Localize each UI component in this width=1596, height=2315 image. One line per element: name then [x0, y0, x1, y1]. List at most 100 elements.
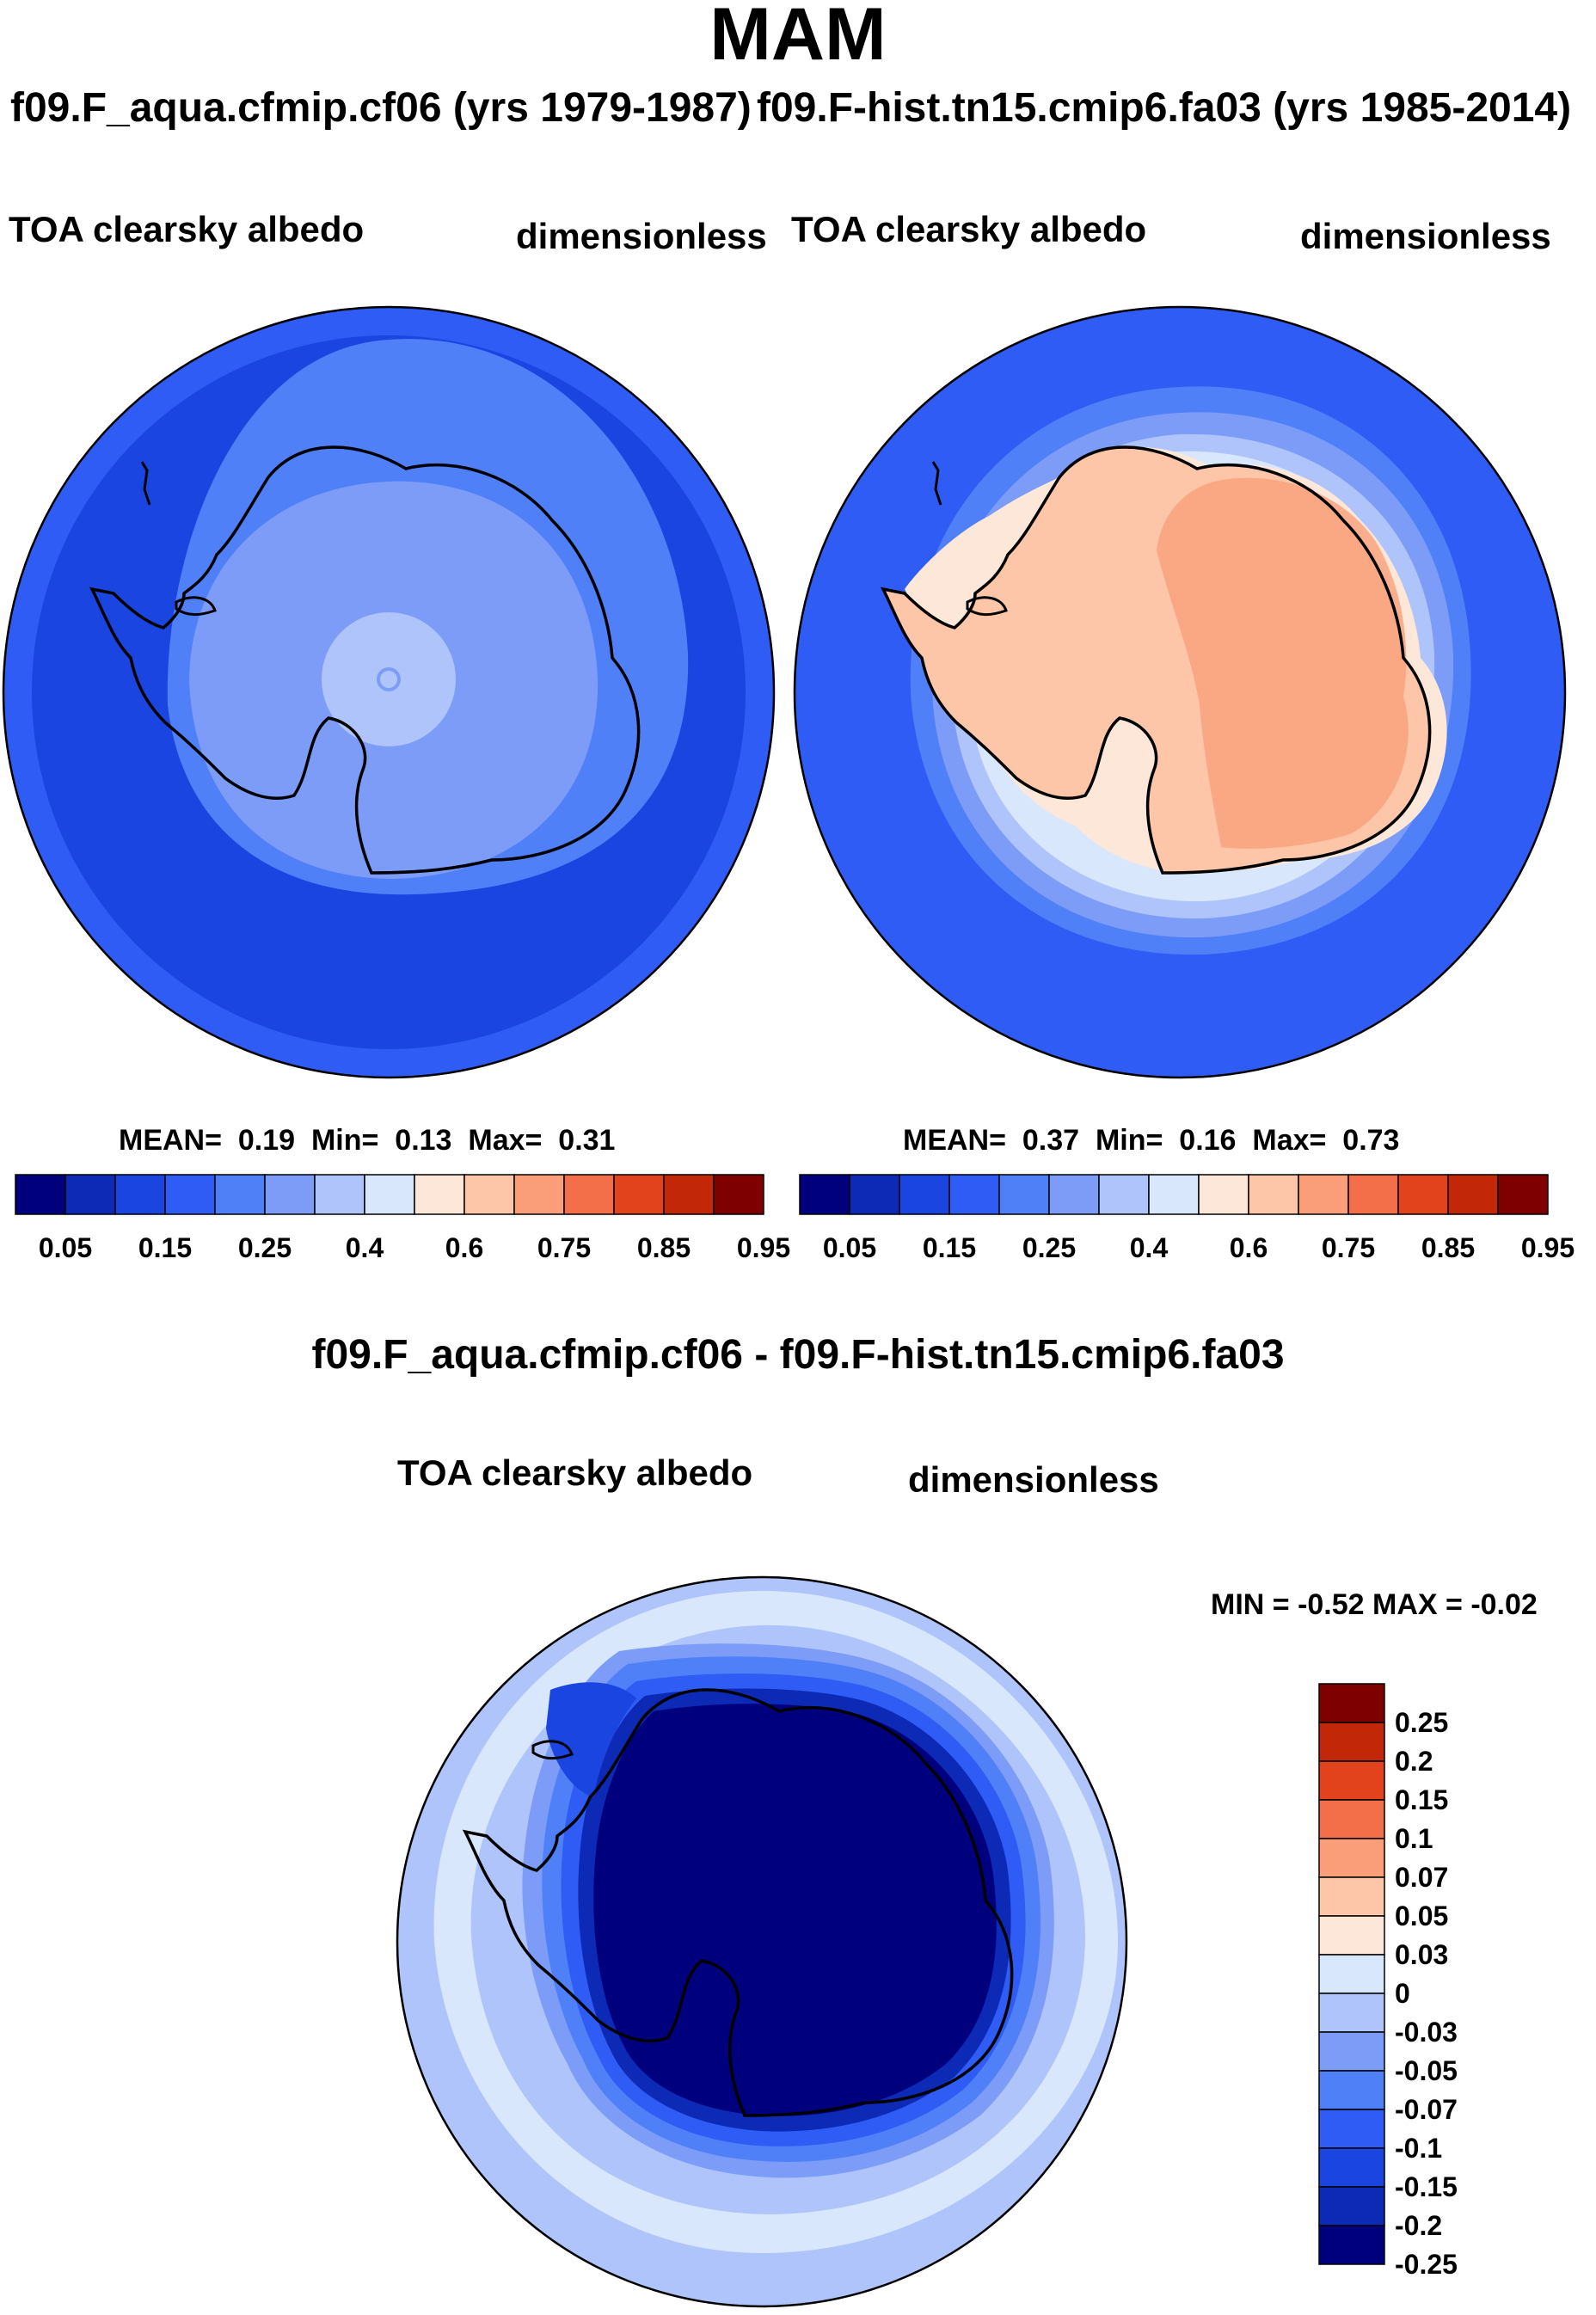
difference-colorbar-box	[1318, 1954, 1385, 1994]
left-colorbar-box	[214, 1174, 266, 1215]
difference-colorbar-box	[1318, 2109, 1385, 2149]
left-colorbar-box	[364, 1174, 415, 1215]
right-colorbar-tick-label: 0.6	[1230, 1232, 1268, 1263]
difference-colorbar-box	[1318, 2031, 1385, 2072]
difference-colorbar-tick-label: 0.15	[1395, 1784, 1448, 1815]
difference-colorbar-tick-label: 0.1	[1395, 1823, 1433, 1854]
left-mean-value: 0.19	[237, 1124, 296, 1157]
left-colorbar-box	[64, 1174, 116, 1215]
left-colorbar-box	[15, 1174, 66, 1215]
difference-panel-title: f09.F_aqua.cfmip.cf06 - f09.F-hist.tn15.…	[311, 1332, 1285, 1378]
right-variable-label: TOA clearsky albedo	[791, 209, 1147, 249]
difference-colorbar-tick-label: -0.2	[1395, 2210, 1442, 2241]
difference-colorbar-tick-label: -0.03	[1395, 2017, 1458, 2048]
figure-title: MAM	[709, 0, 887, 76]
difference-colorbar-box	[1318, 2147, 1385, 2188]
right-mean-value: 0.37	[1022, 1124, 1080, 1157]
right-colorbar-tick-label: 0.4	[1130, 1232, 1169, 1263]
right-colorbar-box	[1397, 1174, 1449, 1215]
left-min-value: 0.13	[395, 1124, 452, 1157]
left-colorbar-tick-label: 0.95	[737, 1232, 790, 1263]
difference-colorbar: 0.25 0.2 0.15 0.1 0.07 0.05 0.03 0 -0.03 -0.05 -0.…	[1318, 1683, 1458, 2280]
difference-units-label: dimensionless	[908, 1459, 1159, 1500]
difference-min-max: MIN = -0.52 MAX = -0.02	[1211, 1588, 1538, 1621]
left-colorbar-box	[663, 1174, 715, 1215]
left-colorbar-tick-label: 0.75	[537, 1232, 591, 1263]
difference-colorbar-tick-label: 0	[1395, 1978, 1410, 2009]
right-colorbar-tick-label: 0.05	[823, 1232, 876, 1263]
difference-variable-label: TOA clearsky albedo	[397, 1452, 753, 1493]
difference-colorbar-tick-label: -0.25	[1395, 2249, 1458, 2280]
right-colorbar-box	[1298, 1174, 1349, 1215]
difference-colorbar-box	[1318, 1838, 1385, 1878]
left-max-value: 0.31	[558, 1124, 616, 1157]
difference-colorbar-tick-label: -0.07	[1395, 2094, 1458, 2125]
right-units-label: dimensionless	[1300, 216, 1551, 256]
left-colorbar-box	[164, 1174, 216, 1215]
difference-colorbar-tick-label: 0.07	[1395, 1862, 1448, 1893]
difference-polar-map	[396, 1575, 1128, 2308]
difference-colorbar-tick-label: -0.1	[1395, 2133, 1442, 2164]
left-colorbar-box	[613, 1174, 665, 1215]
difference-colorbar-tick-label: 0.25	[1395, 1707, 1448, 1738]
difference-colorbar-box	[1318, 1993, 1385, 2033]
left-colorbar-tick-label: 0.15	[138, 1232, 192, 1263]
right-colorbar-box	[799, 1174, 850, 1215]
right-colorbar-tick-label: 0.95	[1521, 1232, 1575, 1263]
left-colorbar-box	[563, 1174, 615, 1215]
difference-colorbar-box	[1318, 1722, 1385, 1762]
difference-colorbar-box	[1318, 2186, 1385, 2226]
right-colorbar-box	[899, 1174, 950, 1215]
right-colorbar-tick-label: 0.15	[923, 1232, 976, 1263]
difference-colorbar-tick-label: 0.05	[1395, 1901, 1448, 1931]
difference-colorbar-tick-label: -0.15	[1395, 2171, 1458, 2202]
difference-colorbar-box	[1318, 1876, 1385, 1917]
left-colorbar-box	[314, 1174, 365, 1215]
right-colorbar-tick-label: 0.25	[1022, 1232, 1076, 1263]
right-colorbar-box	[998, 1174, 1050, 1215]
right-colorbar-box	[1248, 1174, 1299, 1215]
difference-colorbar-box	[1318, 1683, 1385, 1723]
left-units-label: dimensionless	[516, 216, 767, 256]
left-colorbar-tick-label: 0.05	[39, 1232, 92, 1263]
difference-colorbar-box	[1318, 2225, 1385, 2265]
left-colorbar-box	[114, 1174, 166, 1215]
right-colorbar-box	[849, 1174, 900, 1215]
left-stats: MEAN= 0.19 Min= 0.13 Max= 0.31	[119, 1124, 616, 1157]
right-colorbar-box	[1098, 1174, 1150, 1215]
right-colorbar-box	[1447, 1174, 1499, 1215]
difference-colorbar-box	[1318, 2070, 1385, 2110]
right-colorbar-box	[1198, 1174, 1249, 1215]
right-stats: MEAN= 0.37 Min= 0.16 Max= 0.73	[903, 1124, 1400, 1157]
right-polar-map	[793, 305, 1567, 1079]
right-max-value: 0.73	[1342, 1124, 1400, 1157]
left-colorbar-tick-label: 0.25	[238, 1232, 292, 1263]
right-colorbar-tick-label: 0.85	[1421, 1232, 1475, 1263]
right-colorbar-tick-label: 0.75	[1322, 1232, 1375, 1263]
left-colorbar-box	[264, 1174, 316, 1215]
left-colorbar-tick-label: 0.4	[346, 1232, 384, 1263]
right-min-value: 0.16	[1179, 1124, 1237, 1157]
difference-colorbar-box	[1318, 1915, 1385, 1956]
left-colorbar-tick-label: 0.85	[637, 1232, 691, 1263]
difference-colorbar-box	[1318, 1799, 1385, 1839]
left-colorbar-tick-label: 0.6	[445, 1232, 483, 1263]
right-panel-title: f09.F-hist.tn15.cmip6.fa03 (yrs 1985-201…	[757, 85, 1572, 131]
left-colorbar-box	[713, 1174, 764, 1215]
left-colorbar-box	[414, 1174, 465, 1215]
difference-colorbar-tick-label: 0.03	[1395, 1939, 1448, 1970]
difference-colorbar-tick-label: 0.2	[1395, 1746, 1433, 1777]
left-colorbar: 0.05 0.15 0.25 0.4 0.6 0.75 0.85 0.95	[15, 1174, 790, 1263]
right-colorbar-box	[1347, 1174, 1399, 1215]
difference-colorbar-box	[1318, 1760, 1385, 1801]
right-colorbar-box	[1497, 1174, 1549, 1215]
left-polar-map	[2, 305, 776, 1079]
right-colorbar-box	[1148, 1174, 1200, 1215]
right-colorbar: 0.05 0.15 0.25 0.4 0.6 0.75 0.85 0.95	[799, 1174, 1575, 1263]
right-colorbar-box	[948, 1174, 1000, 1215]
left-colorbar-box	[463, 1174, 515, 1215]
difference-colorbar-tick-label: -0.05	[1395, 2055, 1458, 2086]
right-colorbar-box	[1048, 1174, 1100, 1215]
left-panel-title: f09.F_aqua.cfmip.cf06 (yrs 1979-1987)	[10, 85, 752, 131]
